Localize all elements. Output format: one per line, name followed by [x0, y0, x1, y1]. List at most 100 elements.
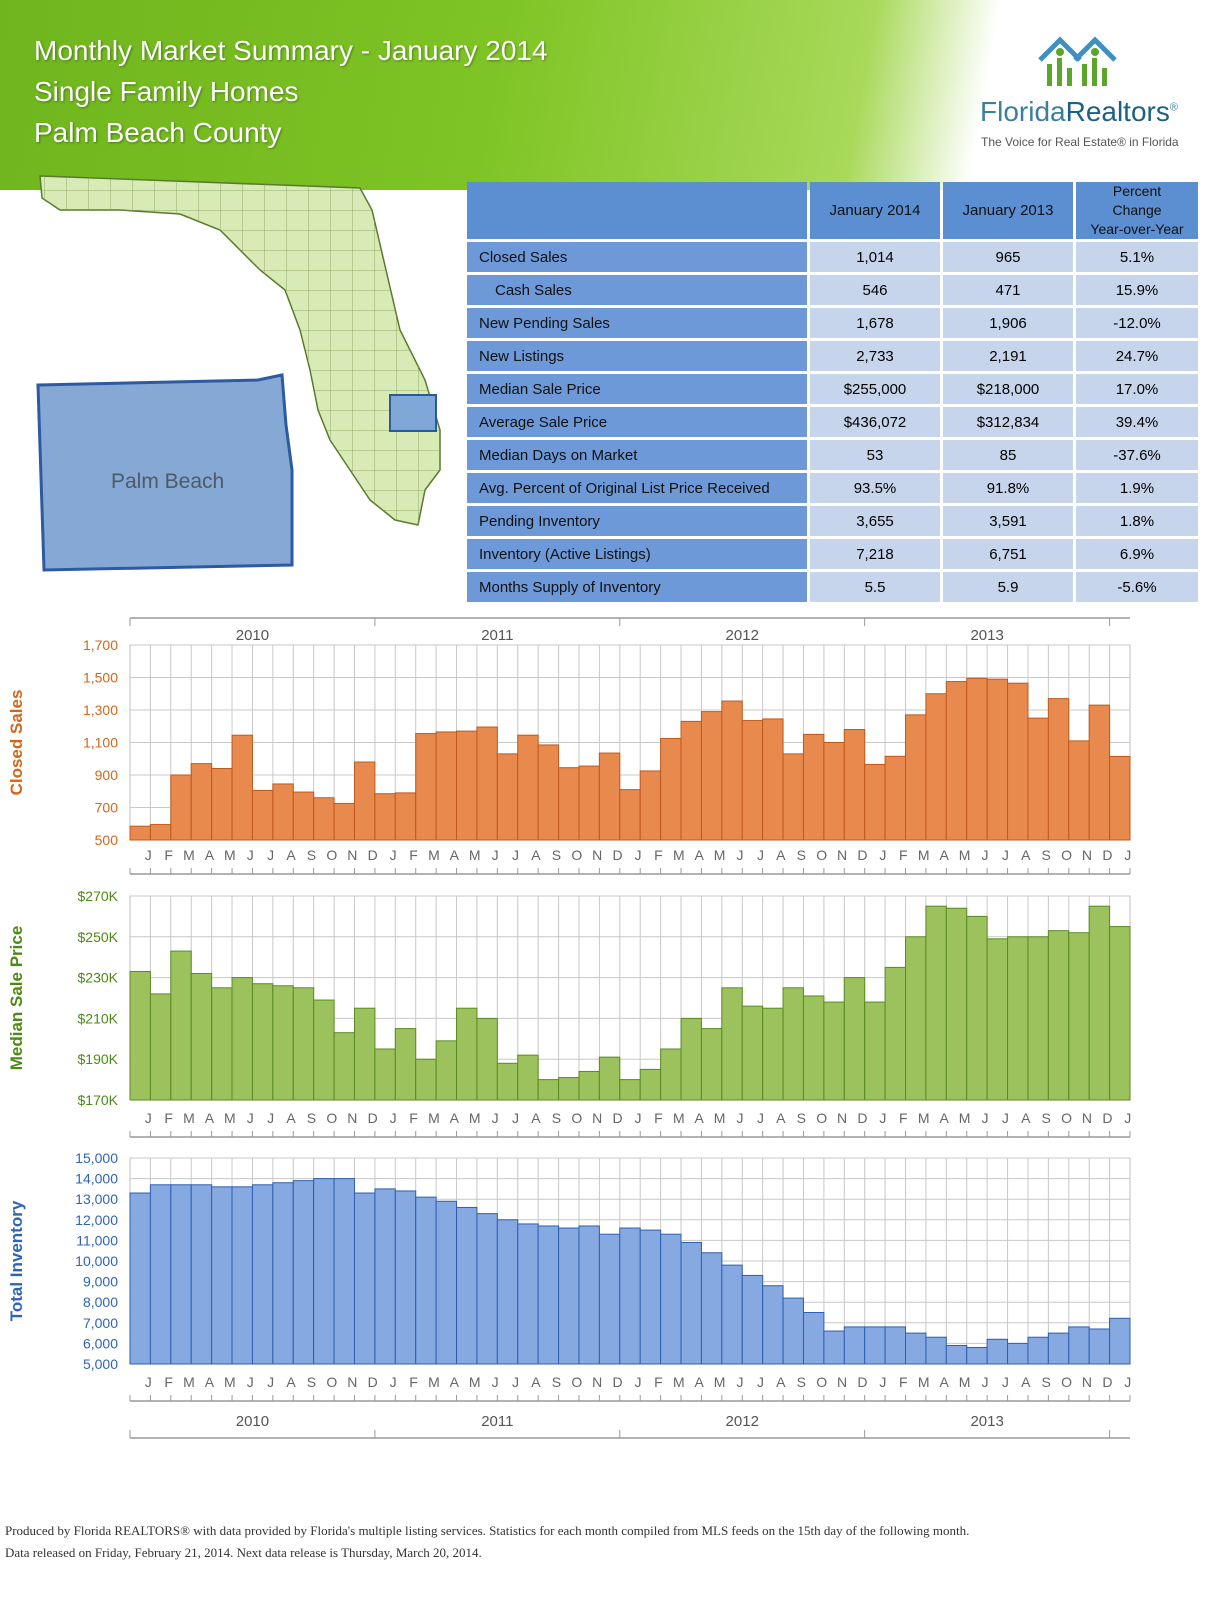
month-tick-label: S [552, 1374, 561, 1390]
month-tick-label: J [492, 1374, 499, 1390]
month-tick-label: F [654, 847, 663, 863]
month-tick-label: M [959, 847, 971, 863]
bar [966, 1347, 988, 1365]
bar [1007, 1342, 1029, 1365]
month-tick-label: N [837, 1374, 847, 1390]
bar [1047, 1332, 1070, 1365]
bar [333, 1178, 355, 1365]
value-jan-2014: 93.5% [810, 473, 940, 503]
month-tick-label: A [450, 847, 460, 863]
bar [149, 824, 172, 841]
metric: New Pending Sales [467, 308, 807, 338]
bar [1068, 932, 1090, 1101]
y-tick-label: 1,500 [83, 670, 118, 686]
month-tick-label: D [857, 1110, 867, 1126]
month-tick-label: M [673, 847, 685, 863]
bar [1109, 926, 1131, 1101]
month-tick-label: A [531, 847, 541, 863]
month-tick-label: J [247, 1110, 254, 1126]
bar [292, 791, 315, 841]
month-tick-label: O [816, 1110, 827, 1126]
bar [517, 1054, 539, 1101]
month-tick-label: A [776, 1374, 786, 1390]
y-tick-label: 11,000 [76, 1232, 118, 1248]
bar [313, 999, 335, 1101]
header-jan-2013: January 2013 [943, 182, 1073, 239]
bar [353, 1192, 376, 1365]
bar [925, 1336, 947, 1365]
header-blank-cell [467, 182, 807, 239]
bar [782, 987, 804, 1101]
month-tick-label: O [326, 1110, 337, 1126]
year-label: 2013 [970, 1413, 1003, 1430]
bar [762, 1285, 784, 1365]
month-tick-label: A [939, 1374, 949, 1390]
bar [496, 753, 519, 841]
month-tick-label: M [469, 847, 481, 863]
year-label: 2012 [726, 627, 759, 644]
month-tick-label: O [1061, 847, 1072, 863]
bar [292, 987, 315, 1101]
month-tick-label: J [267, 847, 274, 863]
y-tick-label: $270K [78, 888, 119, 904]
metric: Cash Sales [467, 275, 807, 305]
bar [680, 720, 702, 841]
month-tick-label: D [857, 1374, 867, 1390]
metric: Average Sale Price [467, 407, 807, 437]
month-tick-label: J [1124, 1110, 1131, 1126]
header-banner [0, 0, 1219, 190]
month-tick-label: N [347, 847, 357, 863]
month-tick-label: M [428, 847, 440, 863]
month-tick-label: A [205, 1374, 215, 1390]
bar [496, 1062, 519, 1101]
metric: New Listings [467, 341, 807, 371]
month-tick-label: N [1082, 1374, 1092, 1390]
y-tick-label: 700 [95, 800, 119, 816]
month-tick-label: J [757, 847, 764, 863]
florida-map [36, 175, 441, 572]
y-tick-label: $230K [78, 970, 119, 986]
year-label: 2012 [726, 1413, 759, 1430]
table-row: Pending Inventory 3,655 3,591 1.8% [467, 506, 1198, 536]
bar [211, 987, 233, 1101]
value-percent-change: 39.4% [1076, 407, 1198, 437]
bar [456, 1007, 478, 1101]
bar [333, 802, 355, 841]
summary-table: January 2014 January 2013 Percent Change… [464, 179, 1201, 605]
footer: Produced by Florida REALTORS® with data … [5, 1520, 969, 1564]
bar [884, 966, 907, 1101]
month-tick-label: J [981, 1110, 988, 1126]
bar [864, 763, 886, 841]
metric: Pending Inventory [467, 506, 807, 536]
month-tick-label: O [571, 1374, 582, 1390]
y-tick-label: 14,000 [75, 1171, 118, 1187]
month-tick-label: M [959, 1110, 971, 1126]
month-tick-label: F [899, 1110, 908, 1126]
month-tick-label: M [469, 1374, 481, 1390]
month-tick-label: D [613, 847, 623, 863]
year-label: 2013 [970, 627, 1003, 644]
bar [721, 700, 743, 841]
bar [802, 733, 825, 841]
bar [211, 768, 233, 841]
month-tick-label: S [797, 1374, 806, 1390]
month-tick-label: F [654, 1110, 663, 1126]
month-tick-label: O [816, 1374, 827, 1390]
bar [945, 907, 968, 1101]
bar [435, 1200, 458, 1365]
month-tick-label: A [1021, 1110, 1031, 1126]
month-tick-label: D [613, 1374, 623, 1390]
footer-line-1: Produced by Florida REALTORS® with data … [5, 1523, 970, 1538]
month-tick-label: A [695, 847, 705, 863]
bar [945, 1344, 968, 1365]
y-tick-label: 1,700 [83, 637, 118, 653]
month-tick-label: M [714, 1374, 726, 1390]
title-line-1: Monthly Market Summary - January 2014 [34, 35, 548, 66]
table-row: Inventory (Active Listings) 7,218 6,751 6.9… [467, 539, 1198, 569]
month-tick-label: J [757, 1110, 764, 1126]
bar [537, 1079, 560, 1101]
month-tick-label: S [1041, 1110, 1050, 1126]
bar [374, 1188, 396, 1365]
value-percent-change: -37.6% [1076, 440, 1198, 470]
bar [251, 1184, 274, 1365]
